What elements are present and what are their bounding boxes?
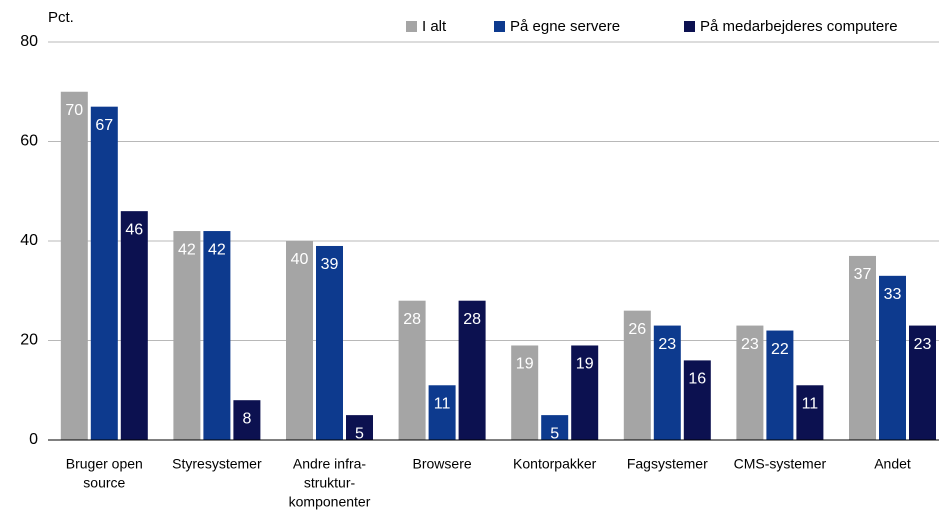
data-label: 23 [741, 336, 759, 353]
legend-swatch [684, 21, 695, 32]
y-tick-label: 40 [20, 232, 38, 249]
bar [623, 310, 651, 440]
data-label: 23 [658, 336, 676, 353]
data-label: 70 [65, 102, 83, 119]
bar [90, 106, 118, 441]
x-tick-label: Andet [874, 456, 911, 472]
bar [796, 385, 824, 440]
bar [458, 300, 486, 440]
bar [286, 241, 313, 440]
bar [203, 231, 231, 440]
data-label: 5 [355, 425, 364, 442]
y-tick-label: 0 [29, 431, 38, 448]
x-tick-label: Andre infra- [293, 456, 366, 472]
data-label: 37 [854, 266, 872, 283]
x-tick-label: source [83, 475, 125, 491]
data-label: 42 [178, 241, 196, 258]
legend-label: På egne servere [510, 18, 620, 35]
bar [736, 325, 764, 440]
data-label: 16 [688, 371, 706, 388]
legend-label: I alt [422, 18, 447, 35]
bar [60, 91, 88, 440]
data-label: 11 [802, 395, 819, 412]
data-label: 40 [291, 251, 309, 268]
bar [849, 255, 876, 440]
bar [683, 360, 711, 440]
legend-label: På medarbejderes computere [700, 18, 898, 35]
data-label: 28 [463, 311, 481, 328]
x-tick-label: komponenter [289, 494, 371, 510]
bar [428, 385, 456, 440]
bar [541, 415, 569, 440]
x-tick-label: struktur- [304, 475, 356, 491]
x-tick-label: Browsere [413, 456, 472, 472]
x-tick-label: Kontorpakker [513, 456, 597, 472]
data-label: 42 [208, 241, 226, 258]
bar [346, 415, 373, 440]
data-label: 8 [242, 410, 251, 427]
data-label: 46 [125, 221, 143, 238]
data-label: 19 [516, 356, 534, 373]
x-tick-label: Fagsystemer [627, 456, 708, 472]
bar [766, 330, 794, 440]
y-tick-label: 20 [20, 332, 38, 349]
legend-swatch [494, 21, 505, 32]
x-tick-label: CMS-systemer [734, 456, 827, 472]
x-tick-label: Styresystemer [172, 456, 262, 472]
data-label: 26 [628, 321, 646, 338]
bar [173, 231, 201, 440]
bar [398, 300, 426, 440]
x-tick-label: Bruger open [66, 456, 143, 472]
data-label: 23 [914, 336, 932, 353]
legend-swatch [406, 21, 417, 32]
data-label: 67 [95, 117, 113, 134]
data-label: 33 [884, 286, 902, 303]
y-axis-label: Pct. [48, 9, 74, 26]
data-label: 5 [550, 425, 559, 442]
bar [879, 275, 906, 440]
bar [571, 345, 599, 440]
bar [120, 211, 148, 440]
y-tick-label: 80 [20, 33, 38, 50]
bar [233, 400, 261, 440]
bar [653, 325, 681, 440]
bar [316, 245, 343, 440]
data-label: 28 [403, 311, 421, 328]
bar [909, 325, 936, 440]
data-label: 22 [771, 341, 789, 358]
y-tick-label: 60 [20, 133, 38, 150]
data-label: 19 [576, 356, 594, 373]
data-label: 39 [321, 256, 339, 273]
bar [511, 345, 539, 440]
data-label: 11 [434, 395, 451, 412]
